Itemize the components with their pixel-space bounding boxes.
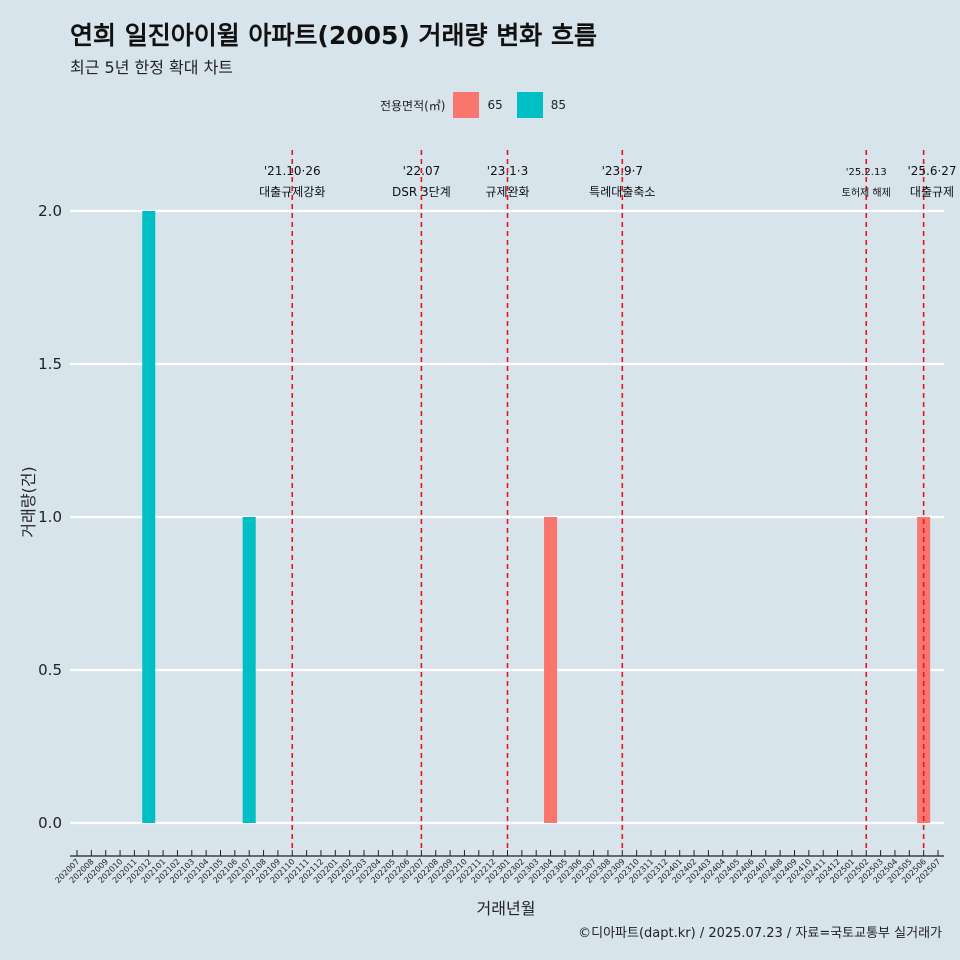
y-tick-label-0: 0.0: [38, 814, 62, 832]
legend: 전용면적(㎡) 65 85: [0, 92, 960, 118]
annotation-date-2: '23.1·3: [487, 164, 528, 178]
bar-202304-65: [544, 517, 558, 823]
legend-swatch-85: [516, 92, 543, 118]
y-tick-label-4: 2.0: [38, 202, 62, 220]
bar-202012-85: [142, 211, 156, 823]
annotation-label-5: 대출규제: [910, 185, 954, 199]
annotation-date-3: '23.9·7: [602, 164, 643, 178]
annotations: '21.10·26 대출규제강화 '22.07 DSR 3단계 '23.1·3 규제완화 '…: [259, 150, 957, 848]
y-axis-title: 거래량(건): [19, 466, 38, 537]
legend-swatch-65: [453, 92, 480, 118]
gridlines: [70, 209, 944, 825]
annotation-label-4: 토허제 해제: [842, 186, 891, 199]
y-tick-label-2: 1.0: [38, 508, 62, 526]
chart-title: 연희 일진아이윌 아파트(2005) 거래량 변화 흐름: [70, 21, 597, 50]
bar-202506-65: [917, 517, 931, 823]
annotation-label-2: 규제완화: [485, 185, 529, 199]
annotation-label-1: DSR 3단계: [392, 185, 451, 199]
legend-label-65: 65: [487, 98, 503, 112]
legend-label-85: 85: [550, 98, 567, 112]
annotation-label-0: 대출규제강화: [259, 185, 325, 199]
x-axis-title: 거래년월: [477, 899, 536, 918]
caption: ©디아파트(dapt.kr) / 2025.07.23 / 자료=국토교통부 실…: [578, 926, 942, 941]
annotation-label-3: 특례대출축소: [589, 185, 655, 199]
y-tick-label-3: 1.5: [38, 355, 62, 373]
annotation-date-0: '21.10·26: [264, 164, 321, 178]
bar-202107-85: [242, 517, 256, 823]
bars: [142, 211, 931, 823]
annotation-date-1: '22.07: [403, 164, 441, 178]
legend-title: 전용면적(㎡): [379, 98, 446, 113]
annotation-date-4: '25.2.13: [846, 167, 887, 178]
annotation-date-5: '25.6·27: [907, 164, 956, 178]
x-axis: 2020072020082020092020102020112020122021…: [53, 850, 944, 885]
y-axis: 0.0 0.5 1.0 1.5 2.0: [38, 202, 62, 832]
chart-subtitle: 최근 5년 한정 확대 차트: [70, 58, 234, 77]
y-tick-label-1: 0.5: [38, 661, 62, 679]
